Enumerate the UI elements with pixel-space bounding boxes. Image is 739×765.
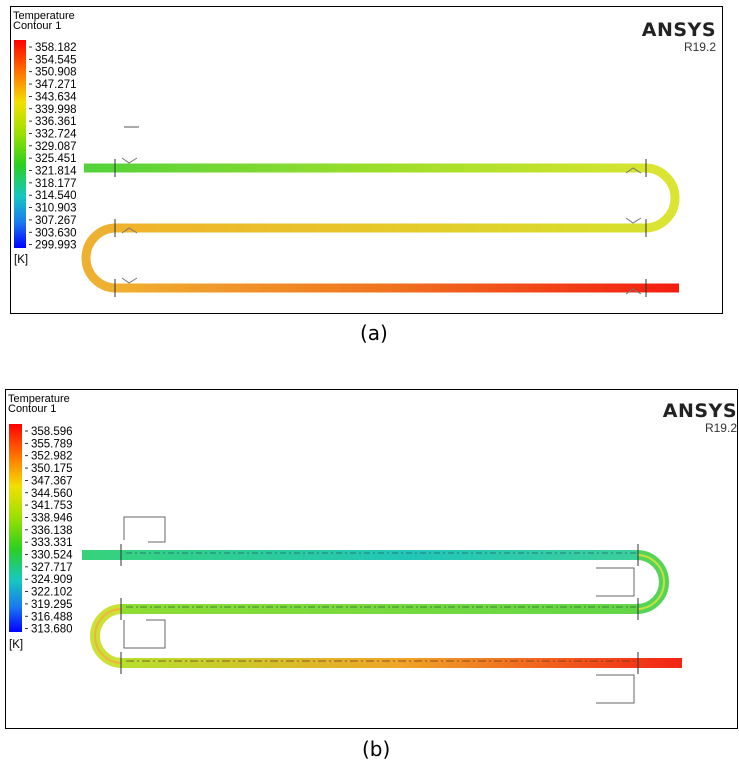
colorbar-label: 327.717 (31, 562, 73, 574)
pipe-bend-right (636, 550, 669, 614)
pipe-serpentine (82, 550, 682, 668)
colorbar-label: 299.993 (35, 240, 77, 252)
colorbar-label: 318.177 (35, 178, 77, 190)
pipe-outlet-segment (115, 283, 679, 293)
pipe-bend-right (644, 163, 680, 233)
colorbar-label: 336.138 (31, 525, 73, 537)
colorbar-label: 338.946 (31, 512, 73, 524)
pipe-outlet-segment (121, 658, 682, 668)
pipe-middle-segment (121, 604, 638, 614)
colorbar-label: 355.789 (31, 438, 73, 450)
colorbar-label: 329.087 (35, 141, 77, 153)
pipe-bend-left (90, 604, 123, 668)
section-markers (120, 516, 639, 704)
colorbar-label: 321.814 (35, 166, 77, 178)
legend-subtitle: Contour 1 (8, 403, 57, 415)
ansys-logo: ANSYS (662, 400, 737, 422)
colorbar-labels: 358.182354.545350.908347.271343.634339.9… (29, 42, 77, 252)
colorbar-label: 341.753 (31, 500, 73, 512)
ansys-logo: ANSYS (641, 19, 716, 41)
pipe-middle-segment (115, 223, 646, 233)
legend-subtitle: Contour 1 (13, 20, 62, 32)
section-markers (114, 157, 647, 297)
colorbar (9, 424, 22, 632)
legend-unit: [K] (9, 639, 23, 651)
pipe-bend-left (81, 223, 117, 293)
colorbar-label: 350.175 (31, 463, 73, 475)
pipe-serpentine (81, 163, 680, 293)
pipe-inlet-segment (82, 550, 638, 560)
colorbar-label: 339.998 (35, 104, 77, 116)
legend-title: Temperature (8, 393, 70, 405)
colorbar-label: 333.331 (31, 537, 73, 549)
colorbar-label: 332.724 (35, 128, 77, 140)
contour-panel-a: Temperature Contour 1 ANSYS R19.2 (10, 6, 723, 314)
temperature-contour-figure-a: 358.182354.545350.908347.271343.634339.9… (14, 40, 680, 297)
colorbar (14, 40, 26, 248)
ansys-version: R19.2 (704, 421, 737, 435)
colorbar-label: 303.630 (35, 227, 77, 239)
colorbar-label: 343.634 (35, 91, 77, 103)
colorbar-label: 352.982 (31, 451, 73, 463)
pipe-inlet-segment (84, 163, 646, 173)
legend-title: Temperature (13, 10, 75, 22)
colorbar-label: 314.540 (35, 190, 77, 202)
ansys-version: R19.2 (683, 40, 716, 54)
colorbar-label: 344.560 (31, 488, 73, 500)
colorbar-label: 325.451 (35, 153, 77, 165)
colorbar-label: 324.909 (31, 574, 73, 586)
caption-a: (a) (360, 321, 388, 345)
temperature-contour-figure-b: 358.596355.789352.982350.175347.367344.5… (9, 424, 682, 704)
colorbar-label: 307.267 (35, 215, 77, 227)
colorbar-label: 358.596 (31, 426, 73, 438)
colorbar-label: 330.524 (31, 550, 73, 562)
colorbar-label: 354.545 (35, 54, 77, 66)
colorbar-label: 336.361 (35, 116, 77, 128)
colorbar-label: 347.271 (35, 79, 77, 91)
legend-unit: [K] (14, 254, 28, 266)
colorbar-label: 316.488 (31, 611, 73, 623)
colorbar-label: 347.367 (31, 475, 73, 487)
colorbar-label: 313.680 (31, 624, 73, 636)
caption-b: (b) (362, 737, 391, 761)
colorbar-labels: 358.596355.789352.982350.175347.367344.5… (25, 426, 73, 636)
colorbar-label: 358.182 (35, 42, 77, 54)
contour-panel-b: Temperature Contour 1 ANSYS R19.2 358.59… (5, 389, 738, 729)
colorbar-label: 310.903 (35, 203, 77, 215)
colorbar-label: 322.102 (31, 587, 73, 599)
colorbar-label: 350.908 (35, 67, 77, 79)
colorbar-label: 319.295 (31, 599, 73, 611)
